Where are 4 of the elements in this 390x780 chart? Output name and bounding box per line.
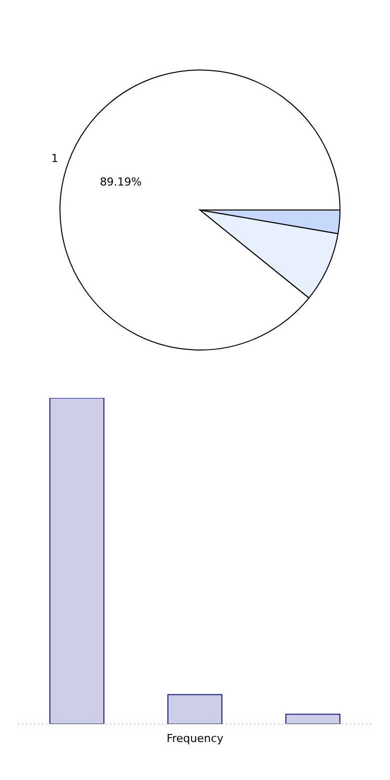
pie-slice	[60, 70, 340, 350]
x-axis-title: Frequency	[166, 732, 224, 745]
slice-label: 1	[51, 152, 58, 166]
data-label: 89.19%	[100, 176, 142, 189]
